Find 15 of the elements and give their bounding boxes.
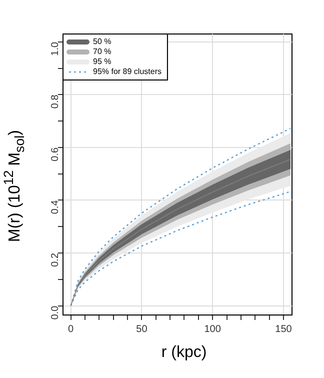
x-tick-label: 50 xyxy=(136,324,148,335)
legend-label: 50 % xyxy=(93,37,112,46)
x-axis-title: r (kpc) xyxy=(161,344,207,362)
y-tick-label: 0.0 xyxy=(50,305,61,320)
x-tick-label: 150 xyxy=(275,324,292,335)
legend-label: 95 % xyxy=(93,57,112,66)
y-tick-label: 0.8 xyxy=(50,94,61,109)
y-tick-label: 0.6 xyxy=(50,147,61,162)
x-tick-label: 100 xyxy=(204,324,222,335)
y-tick-label: 0.2 xyxy=(50,252,61,267)
x-tick-label: 0 xyxy=(68,324,74,335)
y-tick-label: 0.4 xyxy=(50,200,61,214)
y-tick-label: 1.0 xyxy=(50,41,61,56)
legend-label: 70 % xyxy=(93,47,112,56)
legend-label: 95% for 89 clusters xyxy=(93,67,162,76)
